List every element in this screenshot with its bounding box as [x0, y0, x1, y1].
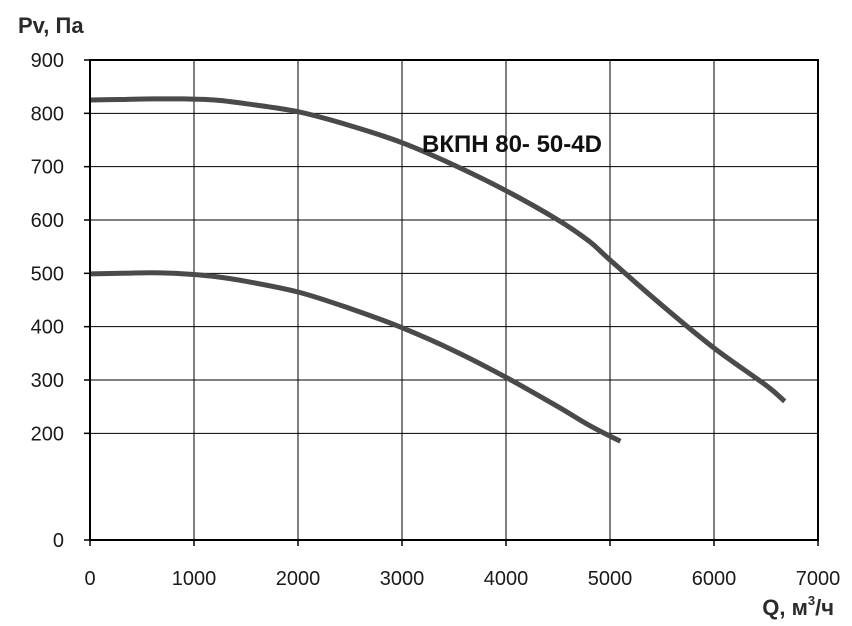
x-tick-label: 5000 — [588, 568, 633, 590]
x-tick-label: 1000 — [172, 568, 217, 590]
x-axis-title-superscript: 3 — [808, 593, 815, 608]
x-tick-labels: 0 1000 2000 3000 4000 5000 6000 7000 — [84, 568, 840, 590]
y-tick-label: 300 — [31, 370, 64, 392]
x-tick-label: 6000 — [692, 568, 737, 590]
x-axis-title-main: Q, м — [762, 595, 808, 620]
y-tick-label: 500 — [31, 263, 64, 285]
y-tick-label: 600 — [31, 210, 64, 232]
grid — [84, 59, 819, 546]
y-tick-label: 700 — [31, 157, 64, 179]
series-line-1 — [89, 96, 787, 404]
y-tick-labels: 0 200 300 400 500 600 700 800 900 — [31, 50, 64, 552]
y-tick-label: 900 — [31, 50, 64, 72]
x-axis-title: Q, м3/ч — [762, 593, 834, 620]
model-annotation: ВКПН 80- 50-4D — [422, 131, 602, 158]
y-axis-title: Pv, Па — [18, 13, 84, 38]
x-tick-label: 3000 — [380, 568, 425, 590]
y-tick-label: 200 — [31, 423, 64, 445]
series-group — [89, 96, 787, 444]
x-tick-label: 2000 — [276, 568, 321, 590]
x-tick-label: 7000 — [796, 568, 841, 590]
y-tick-label: 800 — [31, 103, 64, 125]
x-axis-title-tail: /ч — [815, 595, 834, 620]
plot-frame — [89, 59, 819, 541]
series-line-2 — [89, 270, 622, 444]
y-tick-label: 0 — [53, 530, 64, 552]
y-tick-label: 400 — [31, 317, 64, 339]
x-tick-label: 4000 — [484, 568, 529, 590]
x-tick-label: 0 — [84, 568, 95, 590]
